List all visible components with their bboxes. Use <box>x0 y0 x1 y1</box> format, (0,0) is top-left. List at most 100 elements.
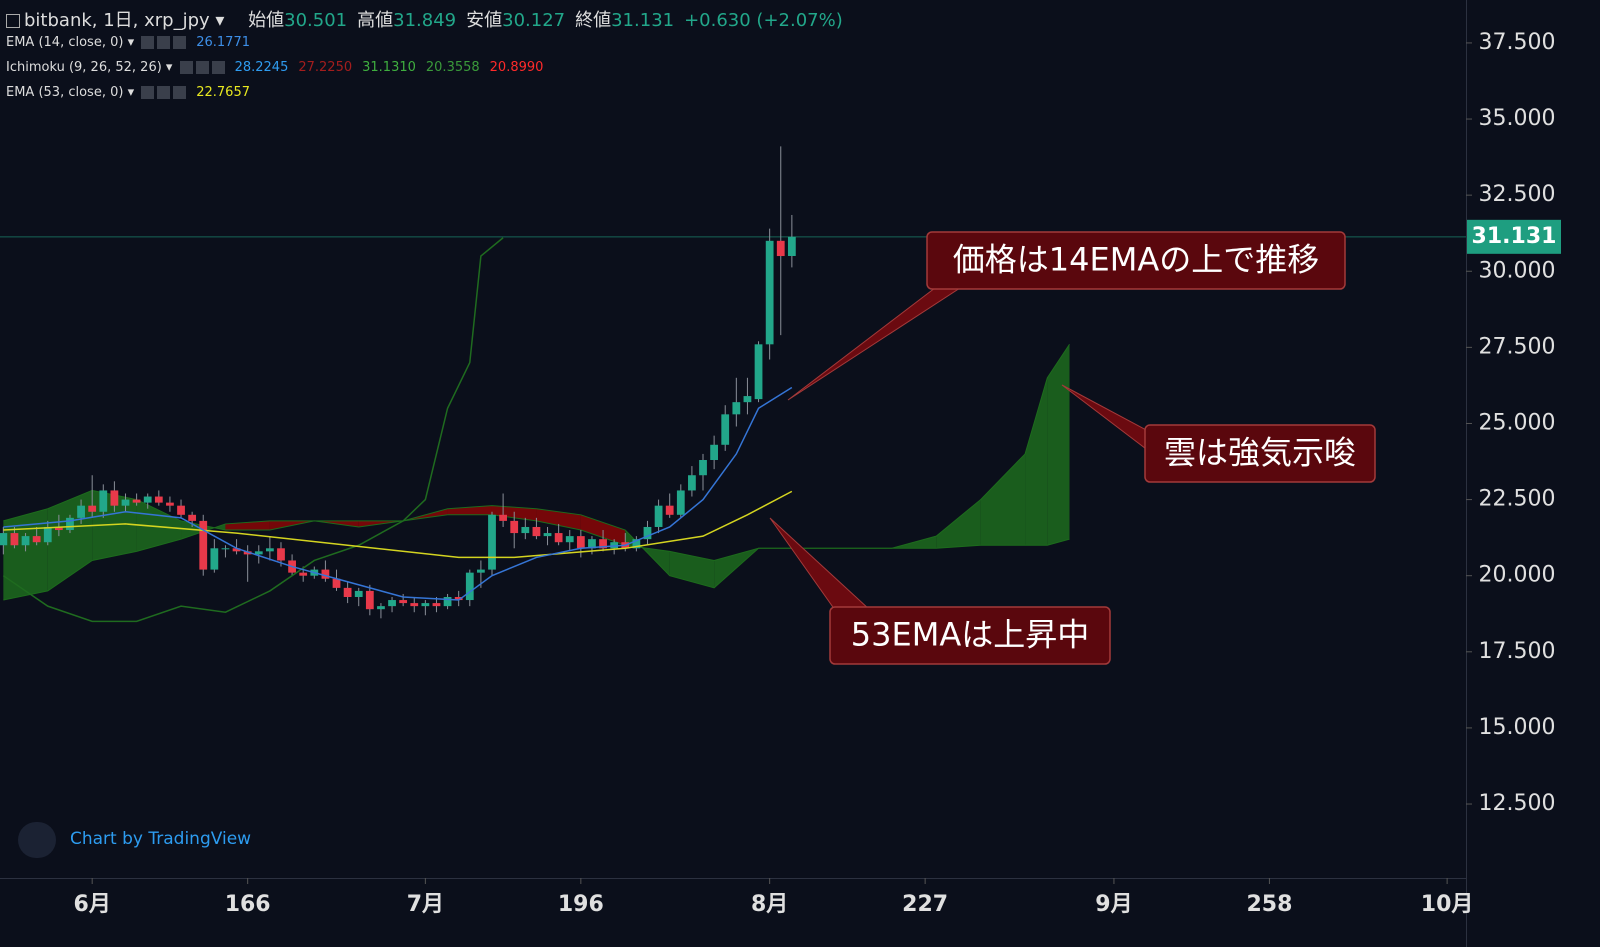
indicator-icon[interactable] <box>141 86 155 99</box>
x-tick-label: 7月 <box>407 892 444 917</box>
x-tick-label: 227 <box>902 892 948 917</box>
ohlc-value: 30.501 <box>284 10 348 31</box>
candle-body <box>32 536 41 543</box>
watermark[interactable]: Chart by TradingView <box>70 829 252 849</box>
candle-body <box>177 505 185 515</box>
candle-body <box>654 505 663 527</box>
candle-body <box>632 539 641 549</box>
candle-body <box>610 542 619 549</box>
indicator-icon[interactable] <box>211 61 225 74</box>
candle-body <box>321 569 330 579</box>
cloud-segment <box>447 505 492 515</box>
candle-body <box>743 396 752 403</box>
dropdown[interactable]: ▾ <box>161 60 177 75</box>
cloud-segment <box>3 508 48 601</box>
candle-body <box>121 499 130 506</box>
y-tick-label: 15.000 <box>1479 715 1556 740</box>
candle-body <box>377 606 385 610</box>
candle-body <box>488 514 496 570</box>
candle-body <box>132 499 141 503</box>
candle-body <box>477 569 485 573</box>
indicator-icon[interactable] <box>141 36 155 49</box>
y-tick-label: 22.500 <box>1479 487 1556 512</box>
candle-body <box>0 533 8 546</box>
indicator-icon[interactable] <box>157 86 171 99</box>
candle-body <box>510 520 519 534</box>
indicator-value: 27.2250 <box>298 60 353 75</box>
candle-body <box>110 490 119 506</box>
candle-body <box>77 505 85 518</box>
x-tick-label: 8月 <box>751 892 788 917</box>
x-tick-label: 166 <box>225 892 271 917</box>
x-tick-label: 258 <box>1246 892 1292 917</box>
candle-body <box>143 496 152 503</box>
candle-body <box>776 240 785 257</box>
indicator-value: 22.7657 <box>196 85 250 100</box>
ohlc-label: 始値 <box>248 10 285 31</box>
cloud-span-b <box>3 505 1070 601</box>
candle-body <box>432 603 441 607</box>
candle-body <box>210 548 219 570</box>
candle-body <box>254 551 263 555</box>
x-tick-label: 6月 <box>74 892 111 917</box>
candle-body <box>499 514 507 521</box>
dropdown[interactable]: ▾ <box>123 35 139 50</box>
x-tick-label: 9月 <box>1095 892 1132 917</box>
y-tick-label: 30.000 <box>1479 258 1556 283</box>
tradingview-logo[interactable] <box>18 822 56 858</box>
indicator-name[interactable]: Ichimoku (9, 26, 52, 26) <box>6 60 162 75</box>
candle-body <box>232 548 241 552</box>
symbol-title[interactable]: bitbank, 1日, xrp_jpy <box>24 10 210 31</box>
last-price-badge <box>1467 219 1561 254</box>
candle-body <box>99 490 108 512</box>
candle-body <box>576 536 585 549</box>
cloud-segment <box>136 499 182 552</box>
candle-body <box>88 505 97 512</box>
ohlc-value: 31.849 <box>393 10 457 31</box>
ohlc-value: 30.127 <box>502 10 566 31</box>
candle-body <box>243 551 252 555</box>
candle-body <box>710 444 719 461</box>
candle-body <box>721 414 730 445</box>
indicator-row: EMA (14, close, 0) ▾ 26.1771 <box>6 35 250 50</box>
indicator-icon[interactable] <box>157 36 171 49</box>
callout-arrow <box>769 517 872 611</box>
candle-body <box>343 587 352 598</box>
candle-body <box>732 402 741 415</box>
indicator-value: 20.3558 <box>425 60 480 75</box>
indicator-line <box>3 490 793 559</box>
indicator-name[interactable]: EMA (53, close, 0) <box>6 85 124 100</box>
indicator-icon[interactable] <box>179 61 193 74</box>
candle-body <box>554 533 563 543</box>
cloud-segment <box>669 551 715 588</box>
candle-body <box>154 496 163 503</box>
y-tick-label: 35.000 <box>1479 106 1556 131</box>
candle-body <box>399 600 408 604</box>
indicator-icon[interactable] <box>173 86 187 99</box>
callout-box <box>829 606 1111 665</box>
callout-arrow <box>1061 384 1151 454</box>
indicator-line <box>2 237 504 623</box>
candle-body <box>21 536 30 546</box>
candle-body <box>54 526 63 531</box>
y-tick-label: 20.000 <box>1479 563 1556 588</box>
indicator-value: 20.8990 <box>489 60 544 75</box>
cloud-segment <box>225 520 270 531</box>
candle-body <box>699 460 707 476</box>
indicator-icon[interactable] <box>173 36 187 49</box>
candle-body <box>421 603 430 607</box>
candle-body <box>277 548 285 561</box>
indicator-name[interactable]: EMA (14, close, 0) <box>6 35 124 50</box>
callout-text: 53EMAは上昇中 <box>851 616 1089 654</box>
candle-body <box>643 526 652 540</box>
indicator-line <box>3 386 793 601</box>
candle-body <box>676 490 685 515</box>
ohlc-label: 安値 <box>466 10 503 31</box>
candle-body <box>410 603 419 607</box>
last-price-label: 31.131 <box>1472 224 1557 249</box>
dropdown[interactable]: ▾ <box>123 85 139 100</box>
cloud-segment <box>980 453 1026 546</box>
indicator-icon[interactable] <box>195 61 209 74</box>
candle-body <box>43 526 52 543</box>
